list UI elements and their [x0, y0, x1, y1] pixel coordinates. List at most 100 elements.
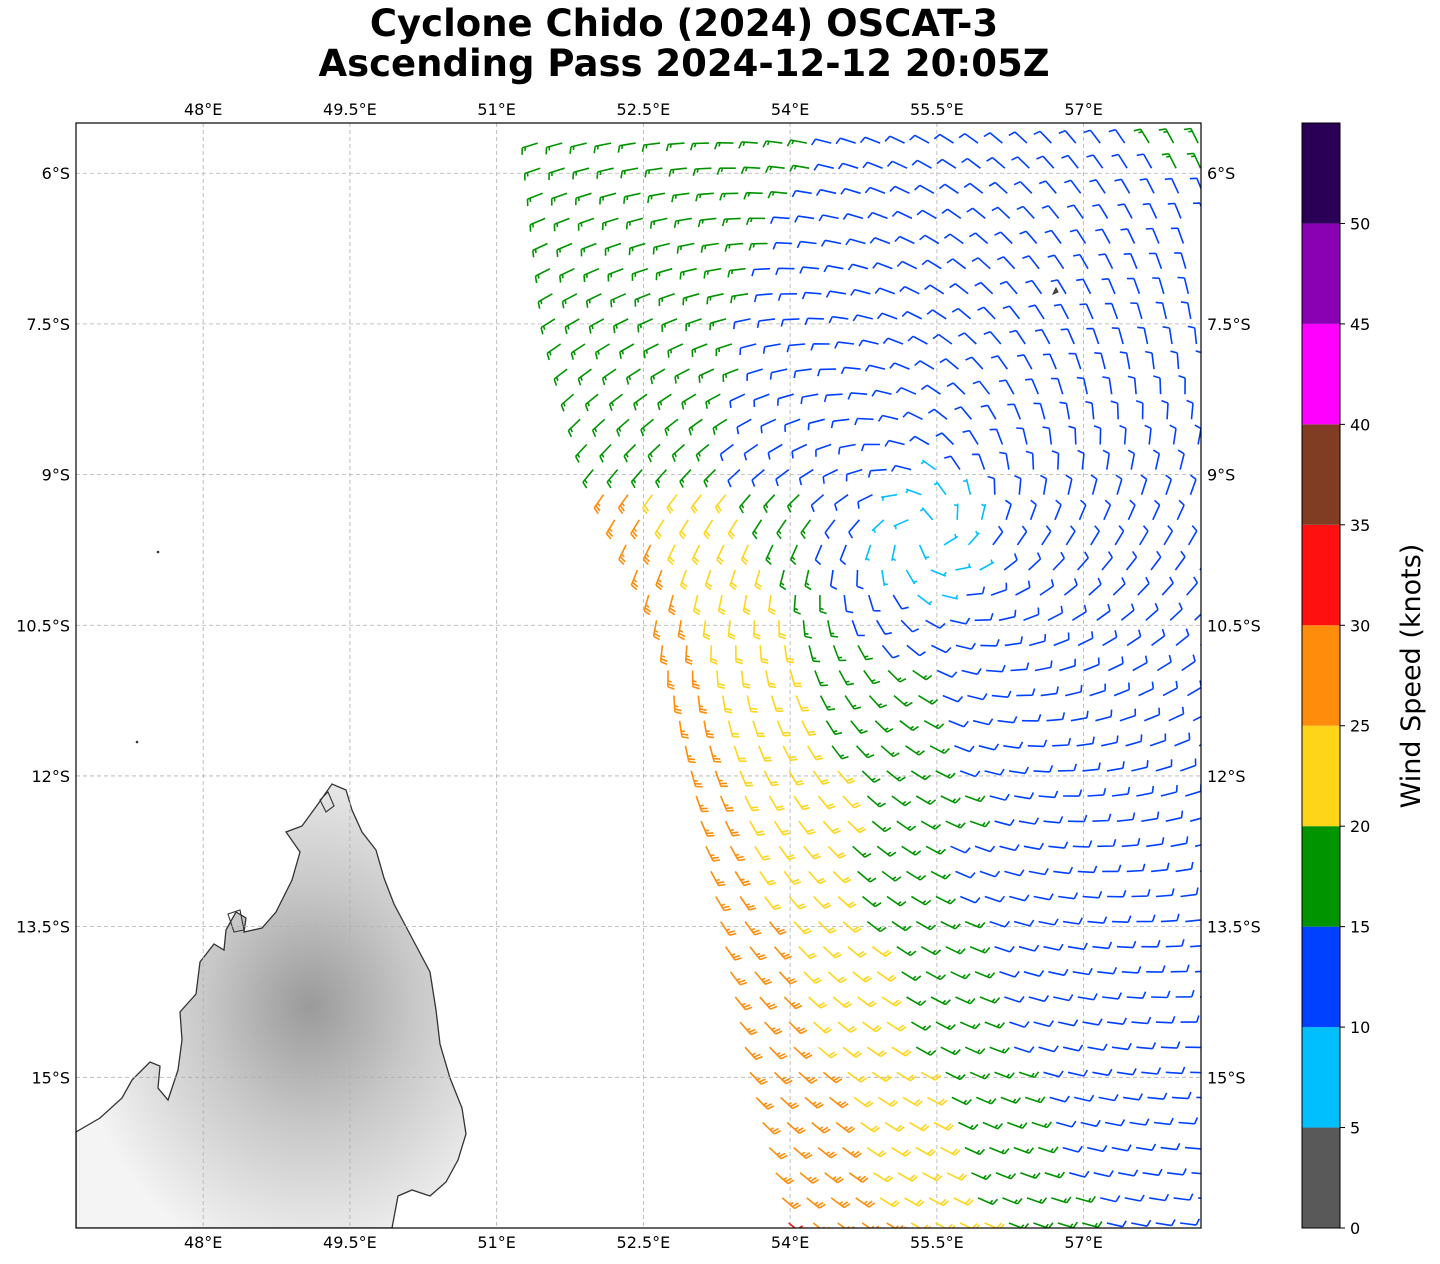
wind-barb: [783, 996, 803, 1010]
wind-barb: [705, 845, 721, 862]
wind-barb: [1102, 630, 1118, 647]
wind-barb: [830, 418, 850, 429]
wind-barb: [1148, 252, 1163, 269]
wind-barb: [642, 494, 654, 514]
wind-barb: [1145, 602, 1159, 621]
wind-barb: [1092, 1068, 1113, 1077]
wind-barb: [847, 1071, 868, 1083]
wind-barb: [773, 946, 792, 960]
wind-barb: [712, 418, 728, 435]
wind-barb: [709, 318, 727, 331]
wind-barb: [738, 494, 751, 514]
wind-barb: [1180, 301, 1192, 320]
wind-barb: [1044, 229, 1062, 244]
wind-barb: [756, 318, 776, 329]
wind-barb: [914, 360, 935, 370]
wind-barb: [969, 945, 991, 954]
wind-barb: [569, 142, 587, 154]
wind-barb: [1067, 942, 1088, 951]
wind-barb: [599, 192, 617, 205]
wind-barb: [727, 620, 736, 640]
wind-barb: [889, 362, 910, 370]
wind-barb: [1089, 179, 1106, 194]
wind-barb: [1072, 840, 1093, 848]
wind-barb: [935, 1021, 956, 1031]
wind-barb: [967, 108, 986, 118]
wind-barb: [848, 519, 861, 539]
wind-barb: [852, 971, 872, 983]
wind-barb: [817, 1046, 838, 1059]
wind-barb: [1174, 252, 1187, 269]
wind-barb: [992, 108, 1010, 118]
wind-barb: [828, 315, 849, 324]
wind-barb: [1111, 786, 1131, 797]
lon-tick-label-top: 55.5°E: [910, 100, 964, 119]
wind-barb: [953, 1197, 974, 1206]
wind-barb: [866, 920, 887, 933]
wind-barb: [889, 185, 910, 195]
wind-barb: [1082, 1018, 1103, 1026]
wind-barb: [644, 167, 663, 178]
wind-barb: [1191, 1172, 1201, 1175]
wind-barb: [739, 896, 757, 911]
wind-barb: [984, 768, 1005, 776]
wind-barb: [1080, 1119, 1101, 1128]
wind-barb: [1025, 378, 1040, 395]
wind-barb: [1102, 992, 1123, 1000]
wind-barb: [920, 459, 937, 471]
wind-barb: [864, 544, 872, 562]
wind-barb: [1051, 450, 1060, 470]
wind-barb: [979, 870, 1001, 878]
wind-barb: [810, 343, 830, 351]
wind-barb: [920, 1071, 942, 1081]
wind-barb: [886, 1021, 907, 1032]
wind-barb: [839, 544, 847, 566]
wind-barb: [1121, 838, 1141, 848]
wind-barb: [1137, 326, 1149, 345]
wind-barb: [815, 443, 832, 457]
wind-barb: [1044, 1171, 1066, 1179]
wind-barb: [1014, 792, 1035, 800]
colorbar-tick-label: 0: [1350, 1219, 1360, 1238]
wind-barb: [1150, 550, 1162, 571]
wind-barb: [1028, 868, 1049, 876]
wind-barb: [1009, 329, 1026, 345]
wind-barb: [734, 996, 753, 1011]
wind-barb: [692, 167, 712, 177]
wind-barb: [969, 1071, 991, 1080]
wind-barb: [1177, 276, 1190, 294]
wind-barb: [910, 1222, 931, 1228]
wind-barb: [1141, 1067, 1162, 1075]
wind-barb: [677, 620, 686, 641]
wind-barb: [763, 770, 779, 787]
wind-barb: [881, 644, 900, 659]
wind-barb: [798, 468, 814, 486]
wind-barb: [769, 1046, 788, 1060]
wind-barb: [1132, 655, 1148, 672]
colorbar-bin: [1302, 625, 1340, 726]
wind-barb: [918, 694, 939, 705]
wind-barb: [617, 142, 636, 153]
wind-barb: [661, 318, 678, 332]
wind-barb: [767, 443, 783, 460]
wind-barb: [953, 503, 959, 520]
wind-barb: [1097, 966, 1118, 975]
colorbar-label: Wind Speed (knots): [1396, 544, 1427, 809]
wind-barb: [974, 281, 994, 295]
wind-barb: [1004, 996, 1025, 1003]
wind-barb: [878, 1096, 899, 1107]
wind-barb: [564, 318, 580, 335]
wind-barb: [986, 664, 1006, 673]
wind-barb: [1151, 628, 1166, 647]
wind-barb: [601, 217, 619, 231]
colorbar-bin: [1302, 123, 1340, 224]
wind-barb: [618, 544, 627, 565]
wind-barb: [1011, 156, 1030, 169]
wind-barb: [537, 293, 553, 309]
wind-barb: [950, 971, 971, 980]
wind-barb: [906, 996, 927, 1006]
wind-barb: [1102, 449, 1110, 470]
wind-barb: [1098, 253, 1114, 270]
wind-barb: [989, 1046, 1010, 1054]
wind-barb: [957, 332, 977, 345]
